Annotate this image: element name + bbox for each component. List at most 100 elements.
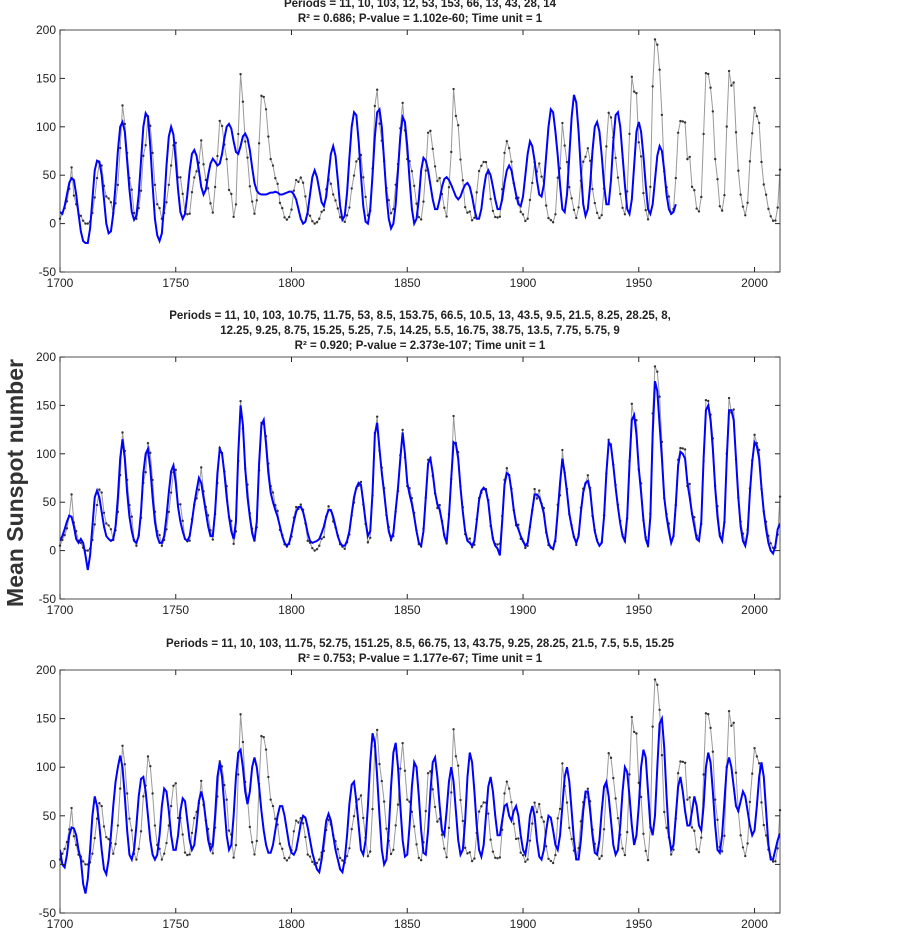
data-point bbox=[130, 188, 133, 191]
data-point bbox=[639, 155, 643, 158]
y-tick-label: -50 bbox=[39, 265, 57, 279]
data-point bbox=[762, 183, 765, 186]
data-point bbox=[153, 183, 157, 187]
data-point bbox=[445, 215, 448, 218]
data-point bbox=[695, 848, 698, 851]
data-point bbox=[498, 215, 502, 218]
data-point bbox=[584, 155, 587, 159]
data-point bbox=[271, 164, 275, 167]
data-point bbox=[686, 798, 689, 801]
data-point bbox=[220, 124, 224, 128]
data-point bbox=[369, 536, 372, 540]
data-point bbox=[375, 415, 379, 418]
data-point bbox=[651, 85, 654, 88]
data-point bbox=[93, 836, 96, 840]
data-point bbox=[697, 210, 701, 213]
data-point bbox=[644, 849, 647, 853]
data-point bbox=[688, 796, 691, 799]
data-point bbox=[688, 155, 691, 159]
data-point bbox=[118, 146, 122, 150]
data-point bbox=[227, 188, 231, 192]
data-point bbox=[602, 828, 606, 831]
data-point bbox=[262, 735, 265, 739]
data-point bbox=[713, 798, 717, 801]
x-tick-label: 2000 bbox=[741, 603, 768, 617]
data-point bbox=[415, 202, 418, 205]
data-point bbox=[294, 178, 298, 182]
data-point bbox=[162, 852, 166, 855]
data-point bbox=[753, 106, 756, 110]
data-point bbox=[547, 857, 550, 861]
data-point bbox=[105, 195, 108, 198]
data-point bbox=[563, 144, 566, 147]
data-point bbox=[463, 846, 467, 850]
data-point bbox=[704, 712, 708, 715]
data-point bbox=[169, 164, 173, 167]
data-point bbox=[343, 547, 346, 551]
data-point bbox=[494, 856, 497, 859]
data-point bbox=[315, 861, 319, 865]
data-point bbox=[311, 546, 314, 550]
data-point bbox=[396, 803, 400, 806]
data-point bbox=[271, 491, 275, 494]
data-point bbox=[470, 859, 474, 863]
data-point bbox=[739, 193, 742, 196]
data-point bbox=[767, 207, 770, 211]
data-point bbox=[507, 787, 511, 790]
data-point bbox=[299, 503, 302, 506]
data-point bbox=[422, 200, 425, 203]
x-tick-label: 1950 bbox=[625, 276, 652, 290]
data-point bbox=[542, 820, 546, 823]
data-point bbox=[757, 121, 761, 125]
data-point bbox=[658, 708, 661, 712]
data-point bbox=[315, 548, 319, 551]
data-point bbox=[607, 111, 610, 115]
data-point bbox=[713, 157, 717, 161]
data-point bbox=[142, 795, 145, 798]
data-point bbox=[301, 822, 305, 825]
y-tick-label: 150 bbox=[36, 71, 56, 85]
data-point bbox=[720, 209, 724, 212]
data-point bbox=[306, 853, 309, 856]
data-point bbox=[287, 215, 291, 219]
data-point bbox=[218, 760, 221, 763]
data-point bbox=[614, 156, 617, 160]
data-point bbox=[748, 800, 752, 804]
data-point bbox=[239, 399, 242, 403]
data-point bbox=[109, 201, 113, 204]
data-point bbox=[653, 365, 657, 368]
y-tick-label: -50 bbox=[39, 906, 57, 920]
data-point bbox=[727, 710, 731, 713]
data-point bbox=[193, 176, 196, 179]
x-tick-label: 1800 bbox=[278, 603, 305, 617]
data-point bbox=[549, 218, 553, 222]
data-point bbox=[651, 725, 654, 728]
data-point bbox=[123, 122, 127, 126]
data-point bbox=[642, 191, 645, 195]
data-point bbox=[702, 132, 705, 136]
data-point bbox=[188, 853, 191, 856]
data-point bbox=[135, 858, 138, 861]
data-point bbox=[718, 205, 722, 208]
data-point bbox=[734, 771, 738, 774]
chart-title: Periods = 11, 10, 103, 10.75, 11.75, 53,… bbox=[169, 310, 671, 322]
chart-title: Periods = 11, 10, 103, 11.75, 52.75, 151… bbox=[166, 638, 675, 650]
data-point bbox=[681, 447, 684, 450]
y-tick-label: 50 bbox=[43, 495, 57, 509]
data-point bbox=[774, 860, 777, 863]
data-point bbox=[107, 197, 110, 200]
data-point bbox=[278, 842, 282, 845]
data-point bbox=[417, 215, 421, 219]
data-point bbox=[746, 201, 749, 204]
data-point bbox=[331, 193, 335, 196]
data-point bbox=[517, 837, 520, 840]
data-point bbox=[366, 541, 370, 544]
data-point bbox=[456, 124, 460, 127]
data-point bbox=[253, 853, 256, 856]
data-point bbox=[406, 798, 409, 801]
data-point bbox=[79, 541, 83, 545]
data-point bbox=[232, 215, 235, 219]
data-point bbox=[362, 816, 365, 820]
